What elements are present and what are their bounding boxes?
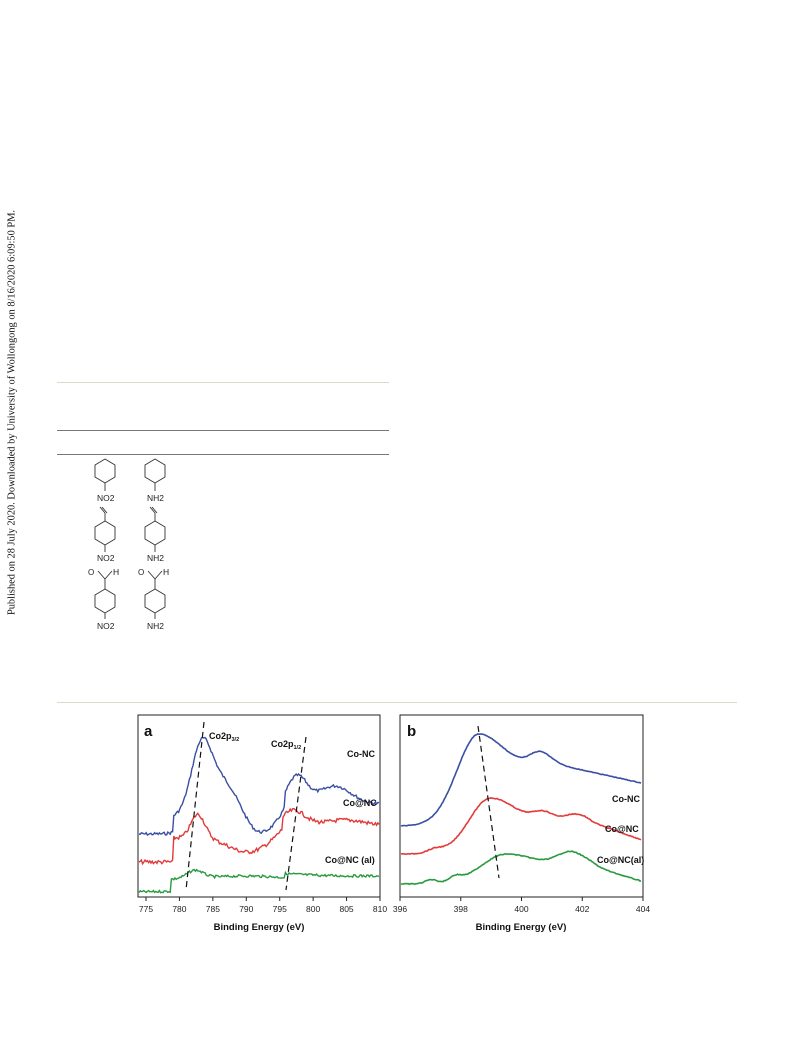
reaction-table-structures: NO2 NH2 NO2 NH2 O H O H NO2 NH2 [88, 458, 169, 631]
xps-figure: a Co2p3/2 Co2p1/2 Co-NC Co@NC Co@NC (al)… [137, 714, 650, 933]
benzene-ring [94, 588, 116, 614]
panel-a-x-ticks: 775 780 785 790 795 800 805 810 [139, 897, 387, 914]
benzene-ring [94, 520, 116, 546]
co-nc-curve [138, 736, 380, 837]
x-tick-label: 775 [139, 904, 153, 914]
x-tick-label: 396 [393, 904, 407, 914]
benzene-ring [94, 458, 116, 484]
dashed-guide [185, 721, 205, 891]
co-at-nc-curve [400, 796, 642, 856]
co-at-nc-curve [138, 807, 380, 866]
x-tick-label: 400 [514, 904, 528, 914]
panel-a-label: a [144, 723, 153, 740]
svg-text:O: O [138, 568, 144, 577]
benzene-ring [144, 458, 166, 484]
figure-top-rule [57, 702, 737, 703]
dashed-guide [477, 725, 500, 879]
amine-label: NH2 [147, 493, 164, 503]
x-tick-label: 800 [306, 904, 320, 914]
table-top-rule [57, 382, 389, 383]
aldehyde-h-label: H [113, 567, 119, 577]
x-tick-label: 790 [239, 904, 253, 914]
panel-b: b Co-NC Co@NC Co@NC(al) 396 398 400 402 404 … [393, 714, 650, 933]
x-tick-label: 785 [206, 904, 220, 914]
legend-co-at-nc-al: Co@NC (al) [325, 855, 375, 865]
co-nc-curve [400, 733, 642, 827]
x-tick-label: 780 [172, 904, 186, 914]
panel-b-x-ticks: 396 398 400 402 404 [393, 897, 650, 914]
dashed-guide [285, 736, 307, 891]
panel-a: a Co2p3/2 Co2p1/2 Co-NC Co@NC Co@NC (al)… [137, 714, 387, 933]
panel-b-xlabel: Binding Energy (eV) [476, 922, 567, 933]
panel-b-label: b [407, 723, 416, 740]
x-tick-label: 805 [339, 904, 353, 914]
aldehyde-h-label: H [163, 567, 169, 577]
x-tick-label: 398 [454, 904, 468, 914]
panel-a-xlabel: Binding Energy (eV) [214, 922, 305, 933]
co-at-nc-al-curve [138, 868, 380, 894]
legend-co-nc: Co-NC [347, 749, 375, 759]
legend-co-nc: Co-NC [612, 794, 640, 804]
legend-co-at-nc: Co@NC [343, 798, 377, 808]
co2p12-label: Co2p1/2 [271, 739, 301, 751]
download-notice-text: Published on 28 July 2020. Downloaded by… [6, 210, 18, 616]
x-tick-label: 402 [575, 904, 589, 914]
x-tick-label: 810 [373, 904, 387, 914]
co-at-nc-al-curve [400, 850, 642, 886]
nitro-label: NO2 [97, 553, 115, 563]
table-body-rule [57, 454, 389, 455]
legend-co-at-nc-al: Co@NC(al) [597, 855, 644, 865]
co2p32-label: Co2p3/2 [209, 731, 239, 743]
nitro-label: NO2 [97, 493, 115, 503]
x-tick-label: 404 [636, 904, 650, 914]
benzene-ring [144, 520, 166, 546]
amine-label: NH2 [147, 553, 164, 563]
download-notice: Published on 28 July 2020. Downloaded by… [2, 210, 22, 625]
legend-co-at-nc: Co@NC [605, 824, 639, 834]
benzene-ring [144, 588, 166, 614]
x-tick-label: 795 [273, 904, 287, 914]
nitro-label: NO2 [97, 621, 115, 631]
table-header-rule [57, 430, 389, 431]
svg-text:O: O [88, 568, 94, 577]
amine-label: NH2 [147, 621, 164, 631]
panel-a-frame [137, 714, 381, 898]
